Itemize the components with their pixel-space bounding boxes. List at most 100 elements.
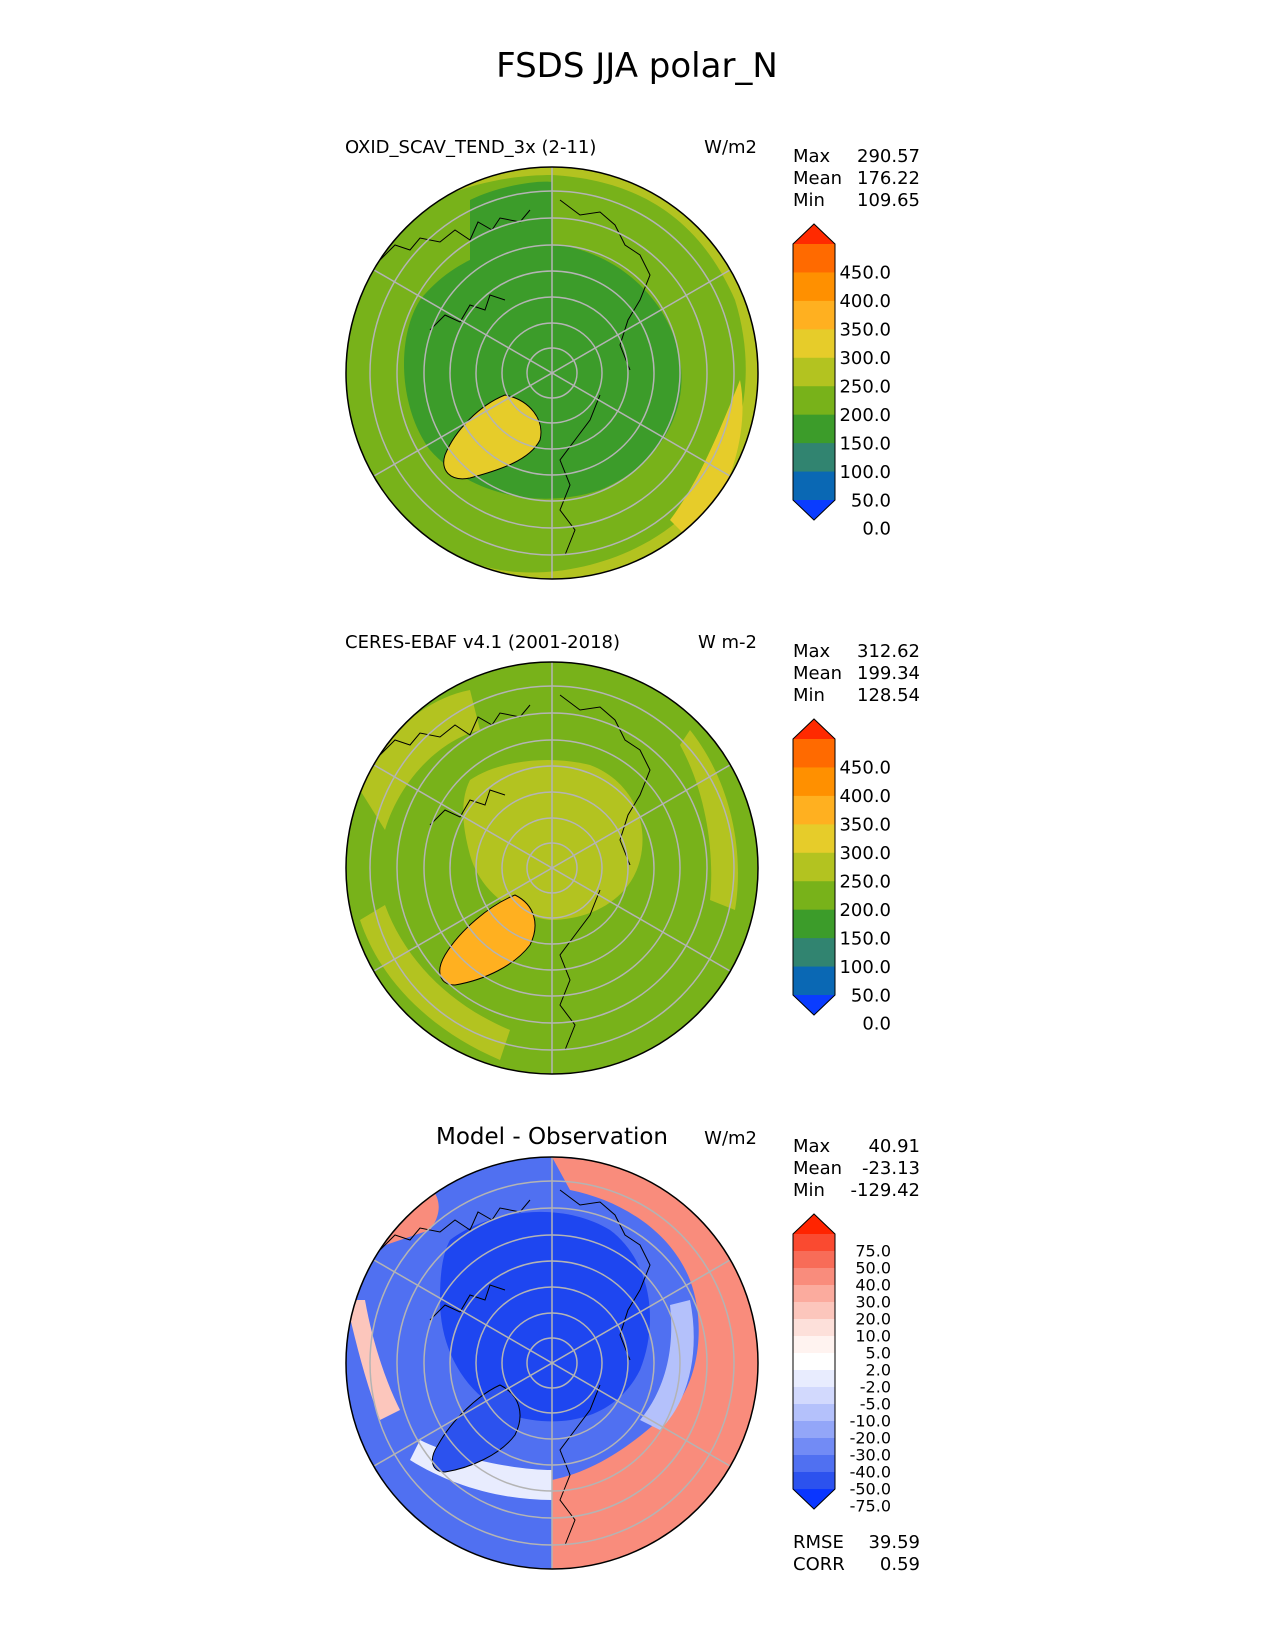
colorbar-segment (793, 1234, 835, 1252)
colorbar-tick-label: -5.0 (860, 1395, 891, 1414)
colorbar-tick-label: 300.0 (839, 348, 891, 369)
panel-title: OXID_SCAV_TEND_3x (2-11) (345, 137, 596, 158)
colorbar-segment (793, 739, 835, 769)
stat-value-max: 40.91 (868, 1136, 920, 1157)
colorbar-segment (793, 500, 835, 520)
colorbar-segment (793, 1214, 835, 1234)
colorbar-tick-label: 50.0 (851, 490, 891, 511)
colorbar-segment (793, 357, 835, 387)
colorbar-tick-label: 5.0 (866, 1344, 891, 1363)
colorbar-tick-label: -40.0 (850, 1463, 891, 1482)
colorbar-segment (793, 881, 835, 911)
colorbar-segment (793, 1370, 835, 1388)
colorbar-outline (792, 223, 836, 521)
coastline-siberia (429, 294, 506, 331)
colorbar-tick-label: 2.0 (866, 1361, 891, 1380)
stats-block: Max 312.62 Mean 199.34 Min 128.54 (793, 641, 920, 706)
coastline-siberia (429, 789, 506, 826)
coastline-europe (379, 1199, 531, 1251)
field-band-light-negative (640, 1300, 694, 1430)
colorbar-segment (793, 300, 835, 330)
colorbar-segment (793, 795, 835, 825)
polar-map (346, 1157, 758, 1569)
stat-label-mean: Mean (793, 1158, 842, 1179)
stat-value-mean: 199.34 (857, 663, 920, 684)
colorbar-tick-label: -2.0 (860, 1378, 891, 1397)
colorbar-segment (793, 471, 835, 501)
colorbar-tick-label: 250.0 (839, 872, 891, 893)
stat-value-min: 109.65 (857, 190, 920, 211)
colorbar-segment (793, 1251, 835, 1269)
colorbar-tick-label: 400.0 (839, 291, 891, 312)
field-band-northwest (470, 181, 552, 270)
colorbar-tick-label: 350.0 (839, 320, 891, 341)
colorbar-segment (793, 386, 835, 416)
colorbar-tick-label: 50.0 (855, 1259, 891, 1278)
field-band-positive-southwest (346, 1300, 400, 1420)
metric-value-rmse: 39.59 (868, 1532, 920, 1553)
coastline-europe (379, 209, 531, 261)
colorbar-tick-label: -20.0 (850, 1429, 891, 1448)
map-boundary (345, 1156, 759, 1570)
colorbar-segment (793, 1285, 835, 1303)
graticule (369, 1157, 735, 1569)
colorbar-segment (793, 414, 835, 444)
panel-units: W m-2 (698, 632, 757, 653)
stat-value-mean: 176.22 (857, 168, 920, 189)
colorbar-segment (793, 938, 835, 968)
colorbar-segment (793, 909, 835, 939)
colorbar-tick-label: 150.0 (839, 928, 891, 949)
panel-title: CERES-EBAF v4.1 (2001-2018) (345, 632, 620, 653)
colorbar-segment (793, 244, 835, 274)
field-band-east (680, 730, 738, 910)
panel-observation: CERES-EBAF v4.1 (2001-2018) W m-2 (345, 632, 920, 1075)
colorbar-tick-label: 300.0 (839, 843, 891, 864)
field-band-north-atlantic (360, 690, 480, 830)
stat-value-mean: -23.13 (862, 1158, 920, 1179)
colorbar-segment (793, 1336, 835, 1354)
coastline-siberia (429, 1284, 506, 1321)
stat-label-mean: Mean (793, 168, 842, 189)
coastline-asia (559, 199, 651, 371)
colorbar-segment (793, 1404, 835, 1422)
colorbar-tick-label: -50.0 (850, 1480, 891, 1499)
panel-units: W/m2 (704, 137, 757, 158)
metrics-block: RMSE 39.59 CORR 0.59 (793, 1532, 920, 1575)
field-band-arctic-ocean (463, 760, 643, 920)
colorbar-segment (793, 443, 835, 473)
colorbar-tick-label: 350.0 (839, 815, 891, 836)
colorbar-tick-label: 40.0 (855, 1276, 891, 1295)
panel-units: W/m2 (704, 1128, 757, 1149)
coastline-greenland (443, 394, 542, 480)
figure-title: FSDS JJA polar_N (496, 46, 778, 86)
colorbar-tick-label: 0.0 (862, 1014, 891, 1035)
colorbar-tick-label: 75.0 (855, 1242, 891, 1261)
colorbar-tick-label: 450.0 (839, 263, 891, 284)
colorbar: 450.0 400.0 350.0 300.0 250.0 200.0 150.0 100.0… (792, 223, 891, 540)
stat-value-min: -129.42 (851, 1180, 920, 1201)
polar-map (346, 662, 758, 1074)
colorbar-tick-label: 450.0 (839, 758, 891, 779)
colorbar-segment (793, 852, 835, 882)
metric-label-rmse: RMSE (793, 1532, 844, 1553)
coastline-greenland (431, 1384, 521, 1473)
colorbar-tick-label: 100.0 (839, 462, 891, 483)
colorbar-tick-label: 250.0 (839, 377, 891, 398)
colorbar: 450.0 400.0 350.0 300.0 250.0 200.0 150.0 100.0… (792, 718, 891, 1035)
colorbar-segment (793, 1455, 835, 1473)
panel-model: OXID_SCAV_TEND_3x (2-11) W/m2 (345, 137, 920, 580)
colorbar-segment (793, 1489, 835, 1509)
coastline-asia (559, 1189, 651, 1361)
colorbar-segment (793, 1353, 835, 1371)
colorbar-tick-label: 50.0 (851, 985, 891, 1006)
colorbar-tick-label: 0.0 (862, 519, 891, 540)
stat-value-min: 128.54 (857, 685, 920, 706)
colorbar-outline (792, 718, 836, 1016)
colorbar-segment (793, 719, 835, 739)
graticule (369, 662, 735, 1074)
colorbar-segment (793, 1421, 835, 1439)
colorbar-segment (793, 329, 835, 359)
stat-label-max: Max (793, 1136, 831, 1157)
stat-label-min: Min (793, 685, 825, 706)
